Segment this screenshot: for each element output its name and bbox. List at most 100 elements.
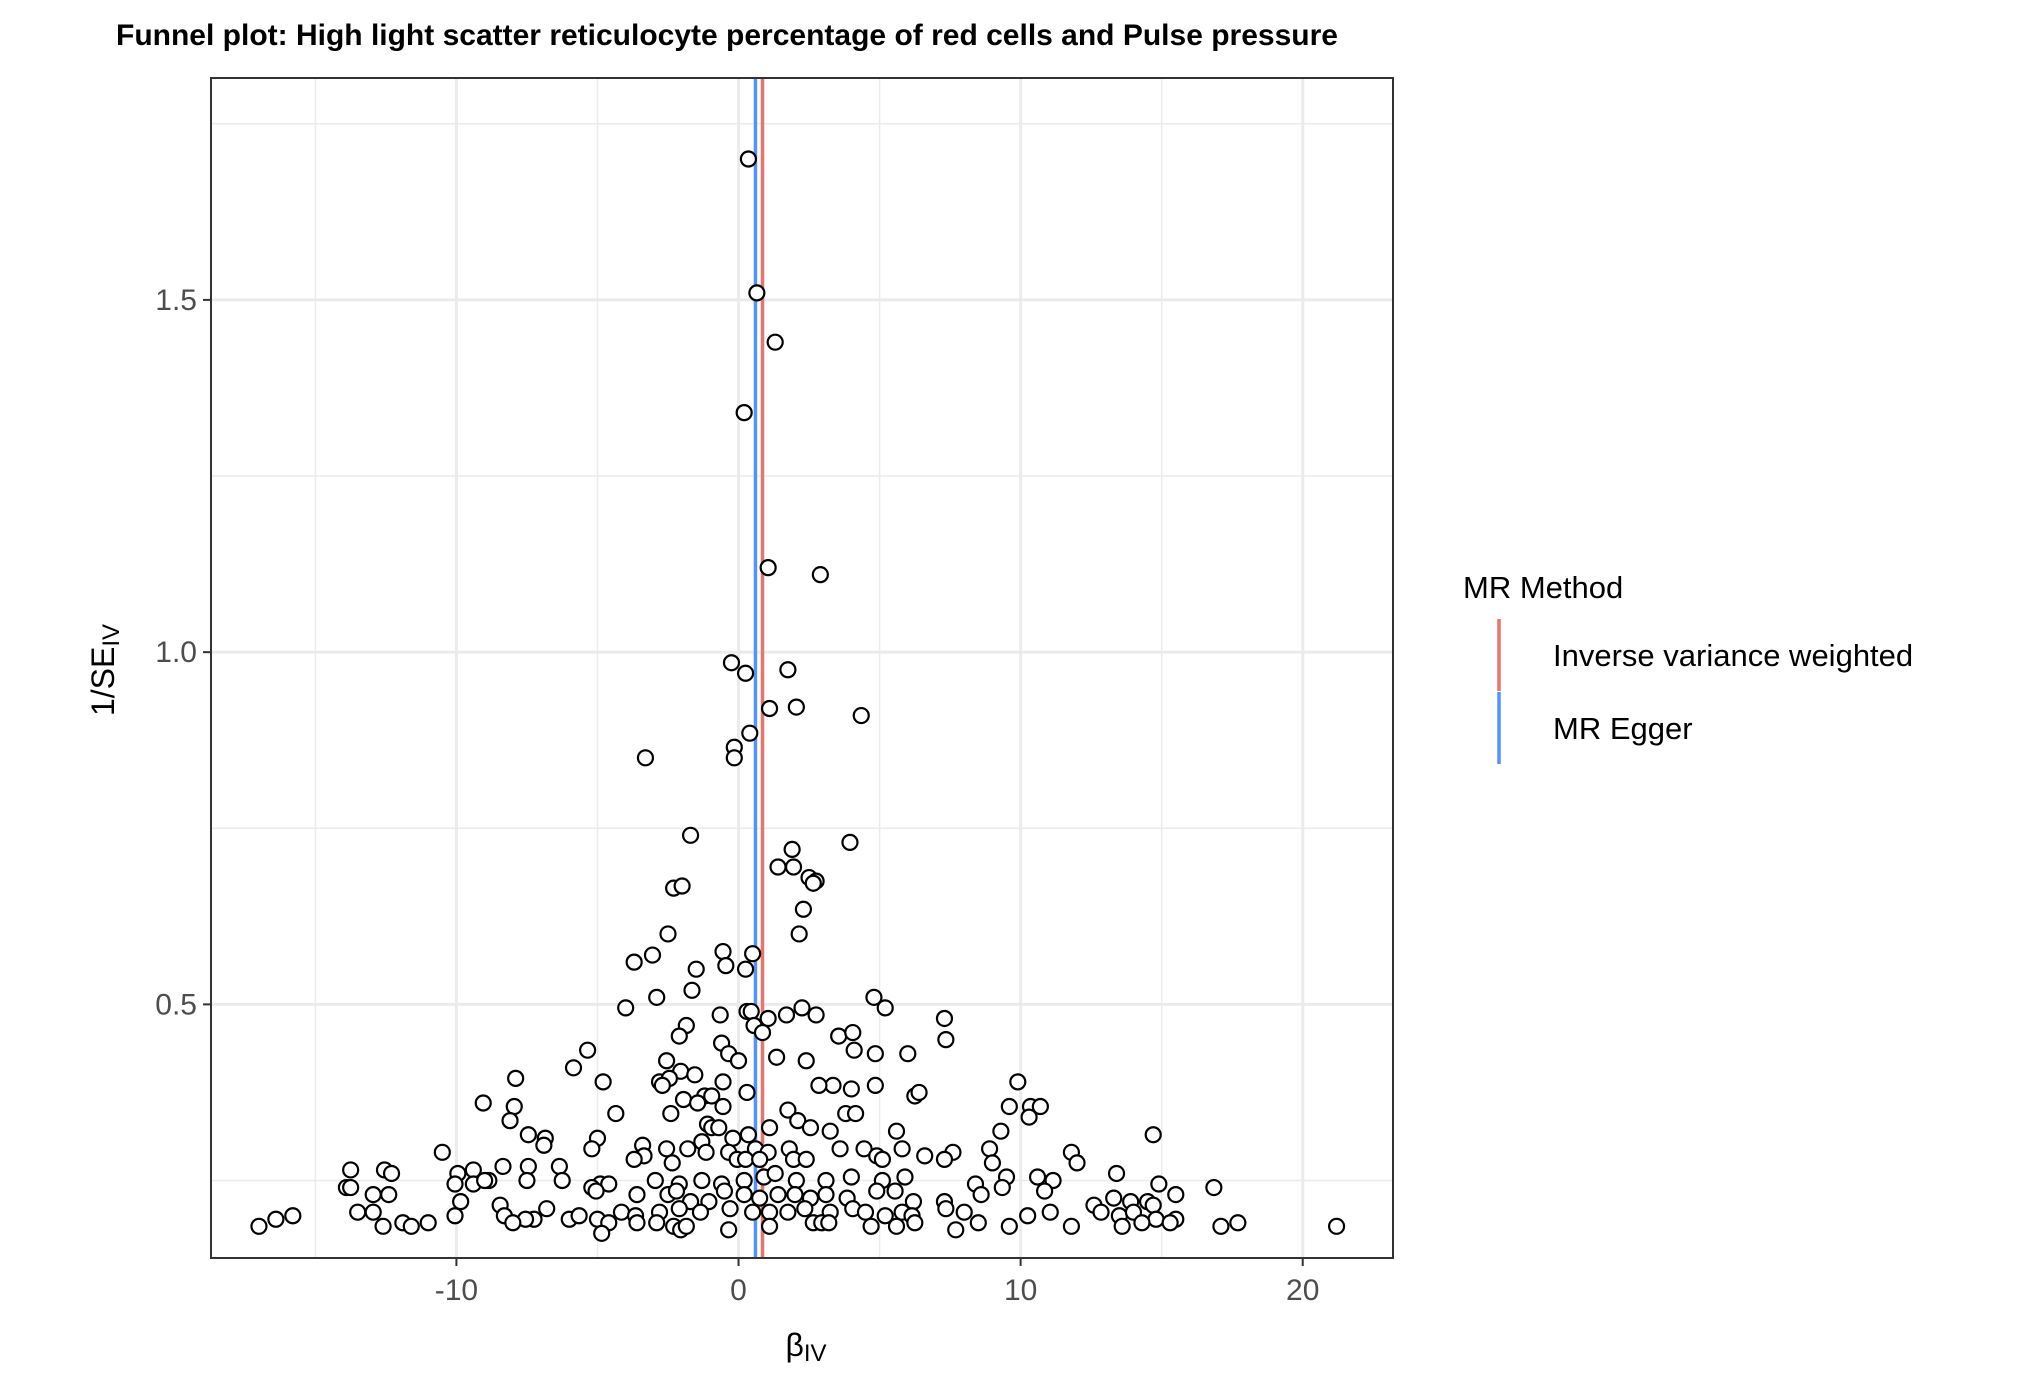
data-point (1113, 1217, 1131, 1235)
data-point (983, 1154, 1002, 1172)
data-point (844, 1023, 862, 1042)
data-point (811, 566, 829, 584)
data-point (1167, 1185, 1185, 1204)
data-point (739, 150, 758, 168)
data-point (845, 1041, 863, 1059)
data-point (876, 999, 894, 1017)
data-point (896, 1168, 914, 1186)
data-point (446, 1207, 464, 1225)
data-point (697, 1143, 715, 1161)
data-point (955, 1203, 973, 1221)
data-point (935, 1009, 954, 1028)
data-point (916, 1147, 934, 1165)
data-point (1205, 1178, 1223, 1197)
data-point (505, 1097, 523, 1116)
data-point (507, 1069, 525, 1087)
data-point (797, 1150, 815, 1168)
data-point (607, 1104, 625, 1123)
data-point (865, 988, 883, 1006)
data-point (846, 1104, 865, 1123)
data-point (855, 1140, 873, 1158)
data-point (648, 988, 666, 1006)
data-point (790, 925, 808, 943)
data-point (856, 1203, 875, 1221)
data-point (1036, 1182, 1054, 1200)
y-axis-title-main: 1/SE (85, 647, 121, 716)
data-point (744, 1203, 762, 1221)
data-point (738, 1083, 756, 1102)
data-point (587, 1182, 605, 1200)
data-point (935, 1150, 954, 1168)
data-point (937, 1200, 955, 1218)
data-point (768, 1048, 786, 1066)
data-point (887, 1122, 906, 1140)
data-point (1150, 1175, 1168, 1193)
x-tick-label: 0 (730, 1274, 747, 1307)
data-point (250, 1217, 268, 1235)
panel-border (210, 77, 1394, 1259)
data-point (476, 1171, 494, 1190)
data-point (969, 1214, 987, 1232)
y-tick-label: 1.0 (155, 636, 197, 669)
data-point (1028, 1168, 1047, 1186)
data-point (760, 1217, 779, 1235)
data-point (519, 1157, 537, 1176)
data-point (841, 833, 859, 851)
data-point (779, 661, 797, 679)
data-point (628, 1185, 646, 1204)
data-point (518, 1171, 536, 1190)
data-point (714, 1073, 732, 1091)
data-point (766, 333, 784, 351)
data-point (494, 1157, 512, 1176)
data-point (433, 1143, 451, 1161)
data-point (804, 874, 822, 892)
data-point (722, 654, 741, 672)
legend-title: MR Method (1463, 570, 1623, 605)
data-point (793, 999, 811, 1017)
data-point (714, 942, 732, 961)
method-lines (753, 78, 765, 1258)
data-point (766, 1164, 784, 1183)
data-point (736, 960, 755, 978)
data-point (1229, 1214, 1247, 1232)
data-point (886, 1182, 904, 1200)
data-point (364, 1203, 382, 1221)
data-point (873, 1150, 891, 1168)
data-point (1107, 1164, 1126, 1183)
data-point (1133, 1214, 1151, 1232)
data-point (364, 1185, 382, 1204)
y-tick-label: 1.5 (155, 284, 197, 317)
data-point (452, 1193, 470, 1211)
data-point (1020, 1108, 1038, 1126)
data-point (670, 1200, 688, 1218)
x-axis-title-sub: IV (804, 1340, 827, 1367)
legend-items: Inverse variance weighted MR Egger (1497, 619, 1913, 764)
data-point (1327, 1217, 1346, 1235)
data-point (735, 1185, 753, 1204)
data-point (643, 946, 662, 964)
data-point (736, 1150, 755, 1168)
data-point (789, 1112, 807, 1130)
data-point (824, 1076, 842, 1095)
data-point (739, 1126, 758, 1144)
data-point (677, 1217, 695, 1235)
data-point (703, 1087, 721, 1105)
data-point (617, 999, 635, 1017)
data-point (769, 858, 787, 876)
data-point (797, 1052, 815, 1070)
x-axis-title-main: β (785, 1327, 803, 1363)
data-point (807, 1006, 825, 1024)
data-point (1062, 1217, 1081, 1235)
data-point (402, 1217, 420, 1235)
data-point (284, 1207, 302, 1225)
data-point (267, 1210, 285, 1228)
data-point (760, 1203, 779, 1221)
data-point (1031, 1097, 1049, 1116)
y-axis: 0.5 1.0 1.5 (155, 284, 211, 1021)
data-point (419, 1214, 437, 1232)
data-point (570, 1207, 588, 1225)
data-point (729, 1052, 748, 1070)
data-point (735, 404, 753, 422)
x-tick-label: -10 (435, 1274, 478, 1307)
